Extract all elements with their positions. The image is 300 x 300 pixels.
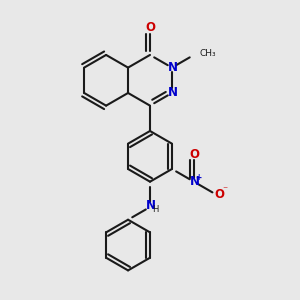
Text: N: N xyxy=(190,175,200,188)
Text: CH₃: CH₃ xyxy=(200,49,216,58)
Text: O: O xyxy=(215,188,225,201)
Text: +: + xyxy=(196,173,202,182)
Text: H: H xyxy=(152,205,158,214)
Text: ⁻: ⁻ xyxy=(222,185,227,195)
Text: O: O xyxy=(145,21,155,34)
Text: N: N xyxy=(146,200,156,212)
Text: N: N xyxy=(168,86,178,100)
Text: N: N xyxy=(168,61,178,74)
Text: O: O xyxy=(189,148,199,160)
